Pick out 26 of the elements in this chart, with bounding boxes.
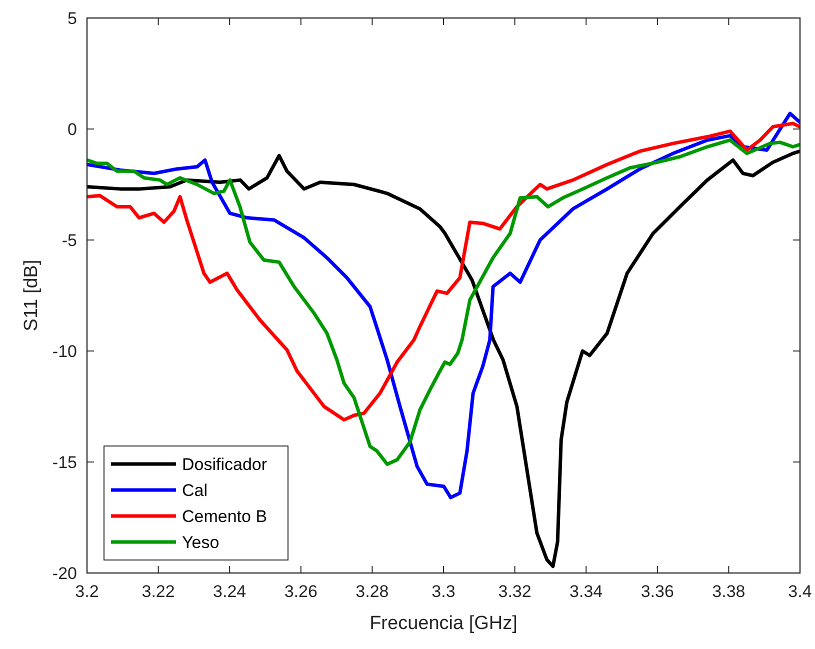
x-tick-label: 3.28 [356, 582, 389, 601]
x-tick-label: 3.38 [712, 582, 746, 601]
x-tick-label: 3.34 [570, 582, 603, 601]
x-tick-label: 3.2 [75, 582, 99, 601]
x-tick-label: 3.36 [640, 582, 674, 601]
y-tick-label: -10 [52, 342, 77, 361]
x-axis-title: Frecuencia [GHz] [370, 613, 518, 634]
y-tick-label: -5 [62, 230, 77, 250]
y-tick-label: 5 [68, 8, 77, 28]
y-tick-label: -20 [52, 564, 77, 583]
x-tick-label: 3.26 [284, 582, 318, 601]
y-tick-label: 0 [68, 120, 77, 139]
legend-label: Yeso [182, 532, 220, 552]
x-tick-label: 3.22 [142, 582, 175, 601]
line-series [87, 149, 800, 568]
legend-label: Dosificador [182, 454, 268, 474]
x-tick-label: 3.24 [213, 582, 246, 601]
y-axis-title: S11 [dB] [21, 260, 42, 332]
x-tick-label: 3.3 [432, 582, 456, 601]
y-tick-label: -15 [52, 452, 77, 472]
legend-label: Cemento B [182, 506, 268, 526]
x-tick-label: 3.4 [788, 582, 812, 601]
legend-label: Cal [182, 480, 208, 500]
line-series [87, 112, 800, 500]
line-series [87, 122, 800, 422]
x-tick-label: 3.32 [498, 582, 532, 601]
